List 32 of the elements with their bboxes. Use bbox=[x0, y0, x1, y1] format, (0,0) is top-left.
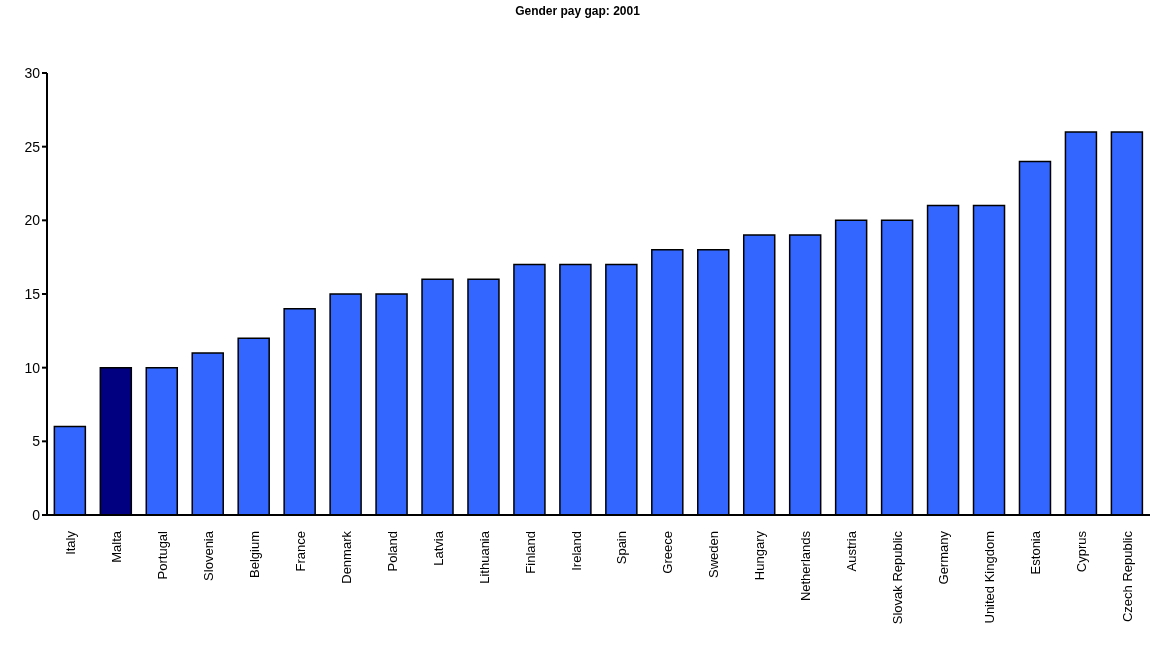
x-tick-label: Latvia bbox=[430, 530, 446, 566]
x-tick-label: Poland bbox=[384, 531, 400, 572]
x-tick-label: Malta bbox=[108, 530, 124, 563]
chart-title: Gender pay gap: 2001 bbox=[514, 4, 641, 18]
x-tick-label: Portugal bbox=[154, 530, 170, 580]
y-tick-label: 20 bbox=[24, 212, 41, 229]
x-tick-label: Sweden bbox=[706, 531, 722, 578]
y-tick-label: 10 bbox=[24, 359, 41, 376]
y-tick-label: 25 bbox=[24, 138, 41, 155]
x-tick-label: Finland bbox=[522, 531, 538, 574]
x-tick-label: Hungary bbox=[752, 530, 768, 581]
x-tick-label: France bbox=[292, 531, 308, 572]
x-tick-label: Czech Republic bbox=[1120, 530, 1136, 623]
x-tick-label: Ireland bbox=[568, 531, 584, 571]
x-tick-label: Netherlands bbox=[798, 530, 814, 602]
x-tick-label: Austria bbox=[844, 530, 860, 572]
x-tick-label: United Kingdom bbox=[982, 531, 998, 624]
x-tick-label: Cyprus bbox=[1074, 530, 1090, 573]
x-tick-label: Slovenia bbox=[200, 530, 216, 581]
x-tick-label: Denmark bbox=[338, 530, 354, 584]
x-tick-label: Germany bbox=[936, 530, 952, 585]
x-tick-label: Greece bbox=[660, 531, 676, 574]
x-tick-label: Estonia bbox=[1028, 530, 1044, 575]
y-tick-label: 30 bbox=[24, 64, 41, 81]
x-tick-label: Lithuania bbox=[476, 530, 492, 584]
x-tick-label: Slovak Republic bbox=[890, 530, 906, 625]
y-tick-label: 5 bbox=[32, 433, 41, 450]
y-tick-label: 15 bbox=[24, 285, 41, 302]
y-tick-label: 0 bbox=[32, 506, 41, 523]
x-tick-label: Spain bbox=[614, 531, 630, 565]
x-tick-label: Italy bbox=[62, 530, 78, 555]
x-tick-label: Belgium bbox=[246, 531, 262, 578]
